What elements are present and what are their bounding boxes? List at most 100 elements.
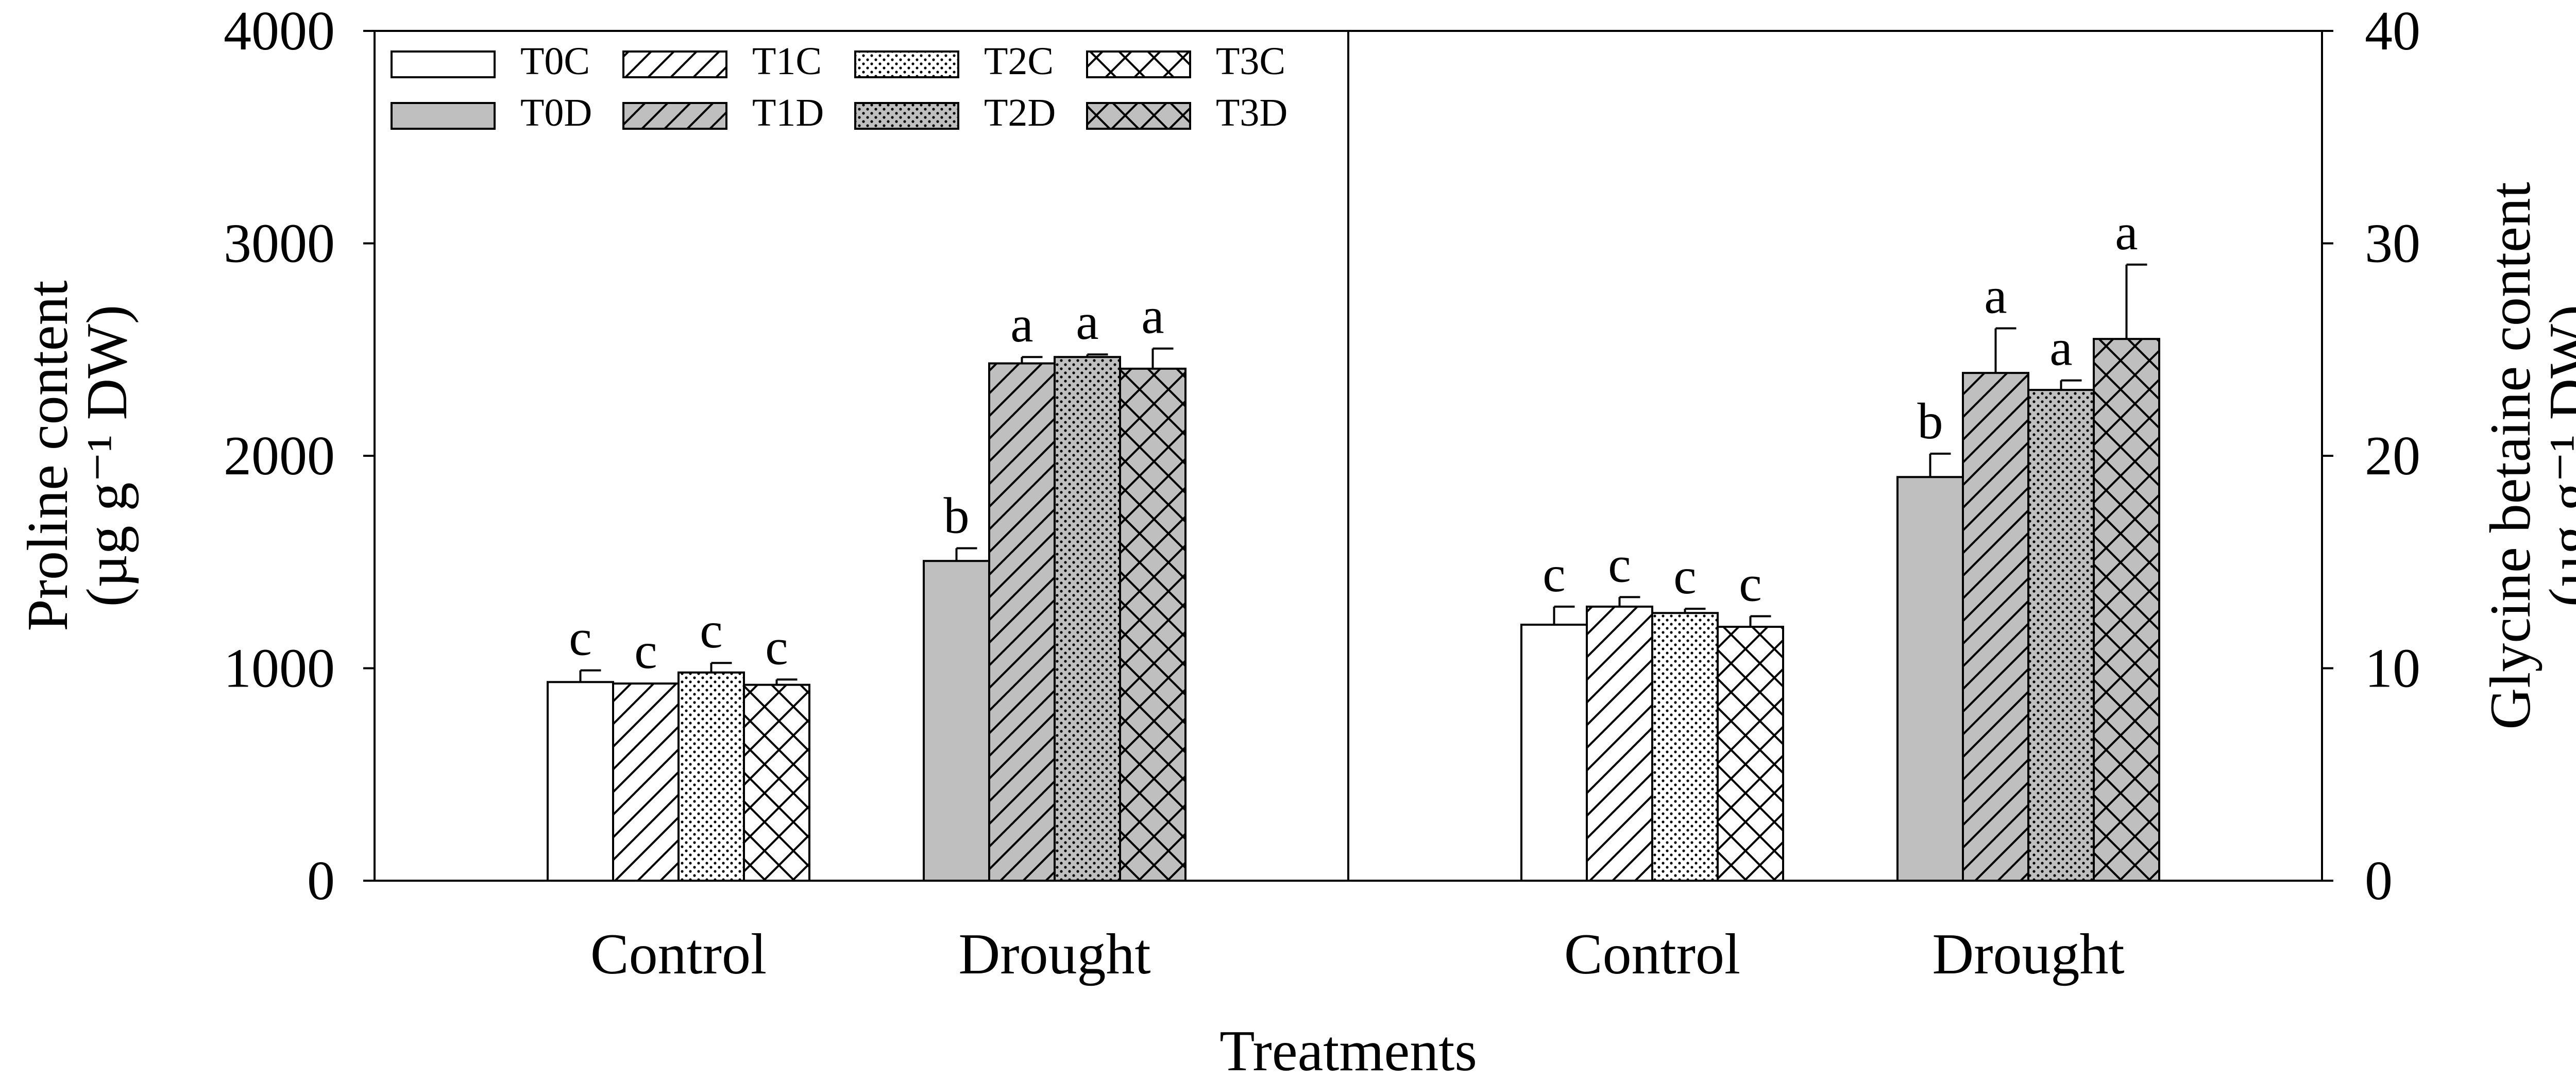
bar-1-drought-T0D-fill xyxy=(924,561,989,881)
y-tick-label-2-2: 20 xyxy=(2365,425,2420,487)
error-bar-2-T1D xyxy=(1994,327,2016,373)
category-label-1-drought: Drought xyxy=(958,922,1150,986)
legend-swatch-T1D xyxy=(622,102,727,130)
left-panel-frame xyxy=(374,30,1349,882)
legend-item-T2D: T2D xyxy=(854,91,1056,134)
bar-1-control-T2C-pattern xyxy=(679,672,744,881)
bar-2-drought-T3D xyxy=(2093,338,2160,882)
error-bar-2-T0C xyxy=(1553,605,1575,625)
legend-item-T0D: T0D xyxy=(391,91,592,134)
error-bar-1-T0C xyxy=(579,669,601,682)
legend-swatch-T2C xyxy=(854,50,959,78)
significance-label-1-T2C: c xyxy=(700,602,722,659)
legend-label-T2D: T2D xyxy=(984,91,1056,134)
error-bar-2-T0D xyxy=(1929,452,1951,477)
legend-swatch-T2C-outline xyxy=(854,50,959,78)
y-tick-label-1-2: 2000 xyxy=(224,425,335,487)
y-tick-label-2-1: 10 xyxy=(2365,638,2420,699)
right-y-axis-title: Glycine betaine content (µg g⁻¹ DW) xyxy=(2479,182,2576,730)
bar-1-control-T3C xyxy=(743,683,810,882)
legend-swatch-T1D-outline xyxy=(622,102,727,130)
legend-label-T0C: T0C xyxy=(520,40,590,83)
category-label-2-control: Control xyxy=(1564,922,1740,986)
legend-swatch-T0D-fill xyxy=(392,103,495,129)
bar-2-control-T1C-pattern xyxy=(1587,606,1652,881)
legend-label-T3C: T3C xyxy=(1216,40,1285,83)
legend-swatch-T0C xyxy=(391,50,496,78)
legend-swatch-T0C-fill xyxy=(392,52,495,77)
significance-label-1-T0C: c xyxy=(569,609,591,666)
bar-1-drought-T2D xyxy=(1054,356,1121,882)
legend-swatch-T1C-pattern xyxy=(623,52,726,77)
significance-label-1-T3D: a xyxy=(1141,287,1164,345)
legend-item-T1C: T1C xyxy=(622,40,822,83)
y-tick-label-2-4: 40 xyxy=(2365,1,2420,62)
legend-item-T1D: T1D xyxy=(622,91,824,134)
category-label-2-drought: Drought xyxy=(1932,922,2124,986)
right-panel-frame xyxy=(1347,30,2323,882)
bar-2-drought-T2D-pattern xyxy=(2028,390,2094,881)
y-tick-label-2-3: 30 xyxy=(2365,213,2420,275)
bar-1-drought-T3D-pattern xyxy=(1120,368,1185,881)
bar-1-drought-T3D xyxy=(1119,367,1187,882)
legend-swatch-T2D xyxy=(854,102,959,130)
legend-swatch-T1C xyxy=(622,50,727,78)
legend-item-T2C: T2C xyxy=(854,40,1054,83)
legend-item-T3C: T3C xyxy=(1086,40,1285,83)
bar-1-drought-T0D xyxy=(923,560,990,882)
bar-2-control-T1C xyxy=(1586,605,1653,882)
error-bar-2-T1C xyxy=(1618,596,1640,607)
y-tick-label-1-0: 0 xyxy=(307,850,335,912)
legend-swatch-T0C-outline xyxy=(391,50,496,78)
bar-1-control-T0C-fill xyxy=(548,682,613,881)
bar-1-control-T1C-pattern xyxy=(613,683,679,881)
error-bar-1-T0D xyxy=(955,547,977,561)
legend-item-T3D: T3D xyxy=(1086,91,1287,134)
legend-swatch-T3C xyxy=(1086,50,1191,78)
significance-label-2-T2C: c xyxy=(1673,547,1696,605)
legend-item-T0C: T0C xyxy=(391,40,590,83)
bar-2-drought-T3D-pattern xyxy=(2094,339,2159,881)
error-bar-1-T2C xyxy=(710,662,732,673)
legend-label-T2C: T2C xyxy=(984,40,1054,83)
bar-1-drought-T1D xyxy=(988,362,1056,882)
significance-label-1-T2D: a xyxy=(1076,293,1098,350)
legend-label-T1D: T1D xyxy=(752,91,824,134)
significance-label-2-T2D: a xyxy=(2049,319,2072,376)
y-tick-label-1-1: 1000 xyxy=(224,638,335,699)
category-label-1-control: Control xyxy=(590,922,767,986)
significance-label-2-T0D: b xyxy=(1918,392,1943,450)
legend-swatch-T3C-outline xyxy=(1086,50,1191,78)
significance-label-2-T1D: a xyxy=(1984,267,2007,324)
legend-label-T0D: T0D xyxy=(520,91,592,134)
y-tick-label-2-0: 0 xyxy=(2365,850,2393,912)
legend-swatch-T3D xyxy=(1086,102,1191,130)
right-y-title-line2: (µg g⁻¹ DW) xyxy=(2538,305,2576,607)
bar-2-control-T0C-fill xyxy=(1521,624,1587,881)
y-tick-label-1-3: 3000 xyxy=(224,213,335,275)
x-axis-title: Treatments xyxy=(1219,1019,1477,1080)
left-y-title-line2: (µg g⁻¹ DW) xyxy=(75,305,139,607)
left-y-axis-title: Proline content (µg g⁻¹ DW) xyxy=(16,280,139,631)
y-tick-label-1-4: 4000 xyxy=(224,1,335,62)
bar-2-control-T2C-pattern xyxy=(1652,613,1718,881)
bar-1-control-T3C-pattern xyxy=(744,684,809,881)
bar-2-control-T2C xyxy=(1651,612,1719,882)
bar-2-drought-T1D-pattern xyxy=(1963,373,2028,881)
significance-label-1-T1C: c xyxy=(634,622,657,679)
bar-2-control-T3C-pattern xyxy=(1718,627,1783,881)
bar-1-control-T0C xyxy=(547,681,614,882)
legend-swatch-T1D-pattern xyxy=(623,103,726,129)
legend-swatch-T0D xyxy=(391,102,496,130)
bar-2-control-T3C xyxy=(1717,626,1784,882)
bar-1-control-T2C xyxy=(677,671,745,882)
significance-label-1-T1D: a xyxy=(1010,296,1033,353)
legend-swatch-T2C-pattern xyxy=(855,52,958,77)
bar-2-control-T0C xyxy=(1520,623,1588,882)
significance-label-2-T0C: c xyxy=(1543,545,1565,603)
error-bar-2-T3D xyxy=(2125,263,2147,339)
bar-2-drought-T1D xyxy=(1962,372,2029,882)
